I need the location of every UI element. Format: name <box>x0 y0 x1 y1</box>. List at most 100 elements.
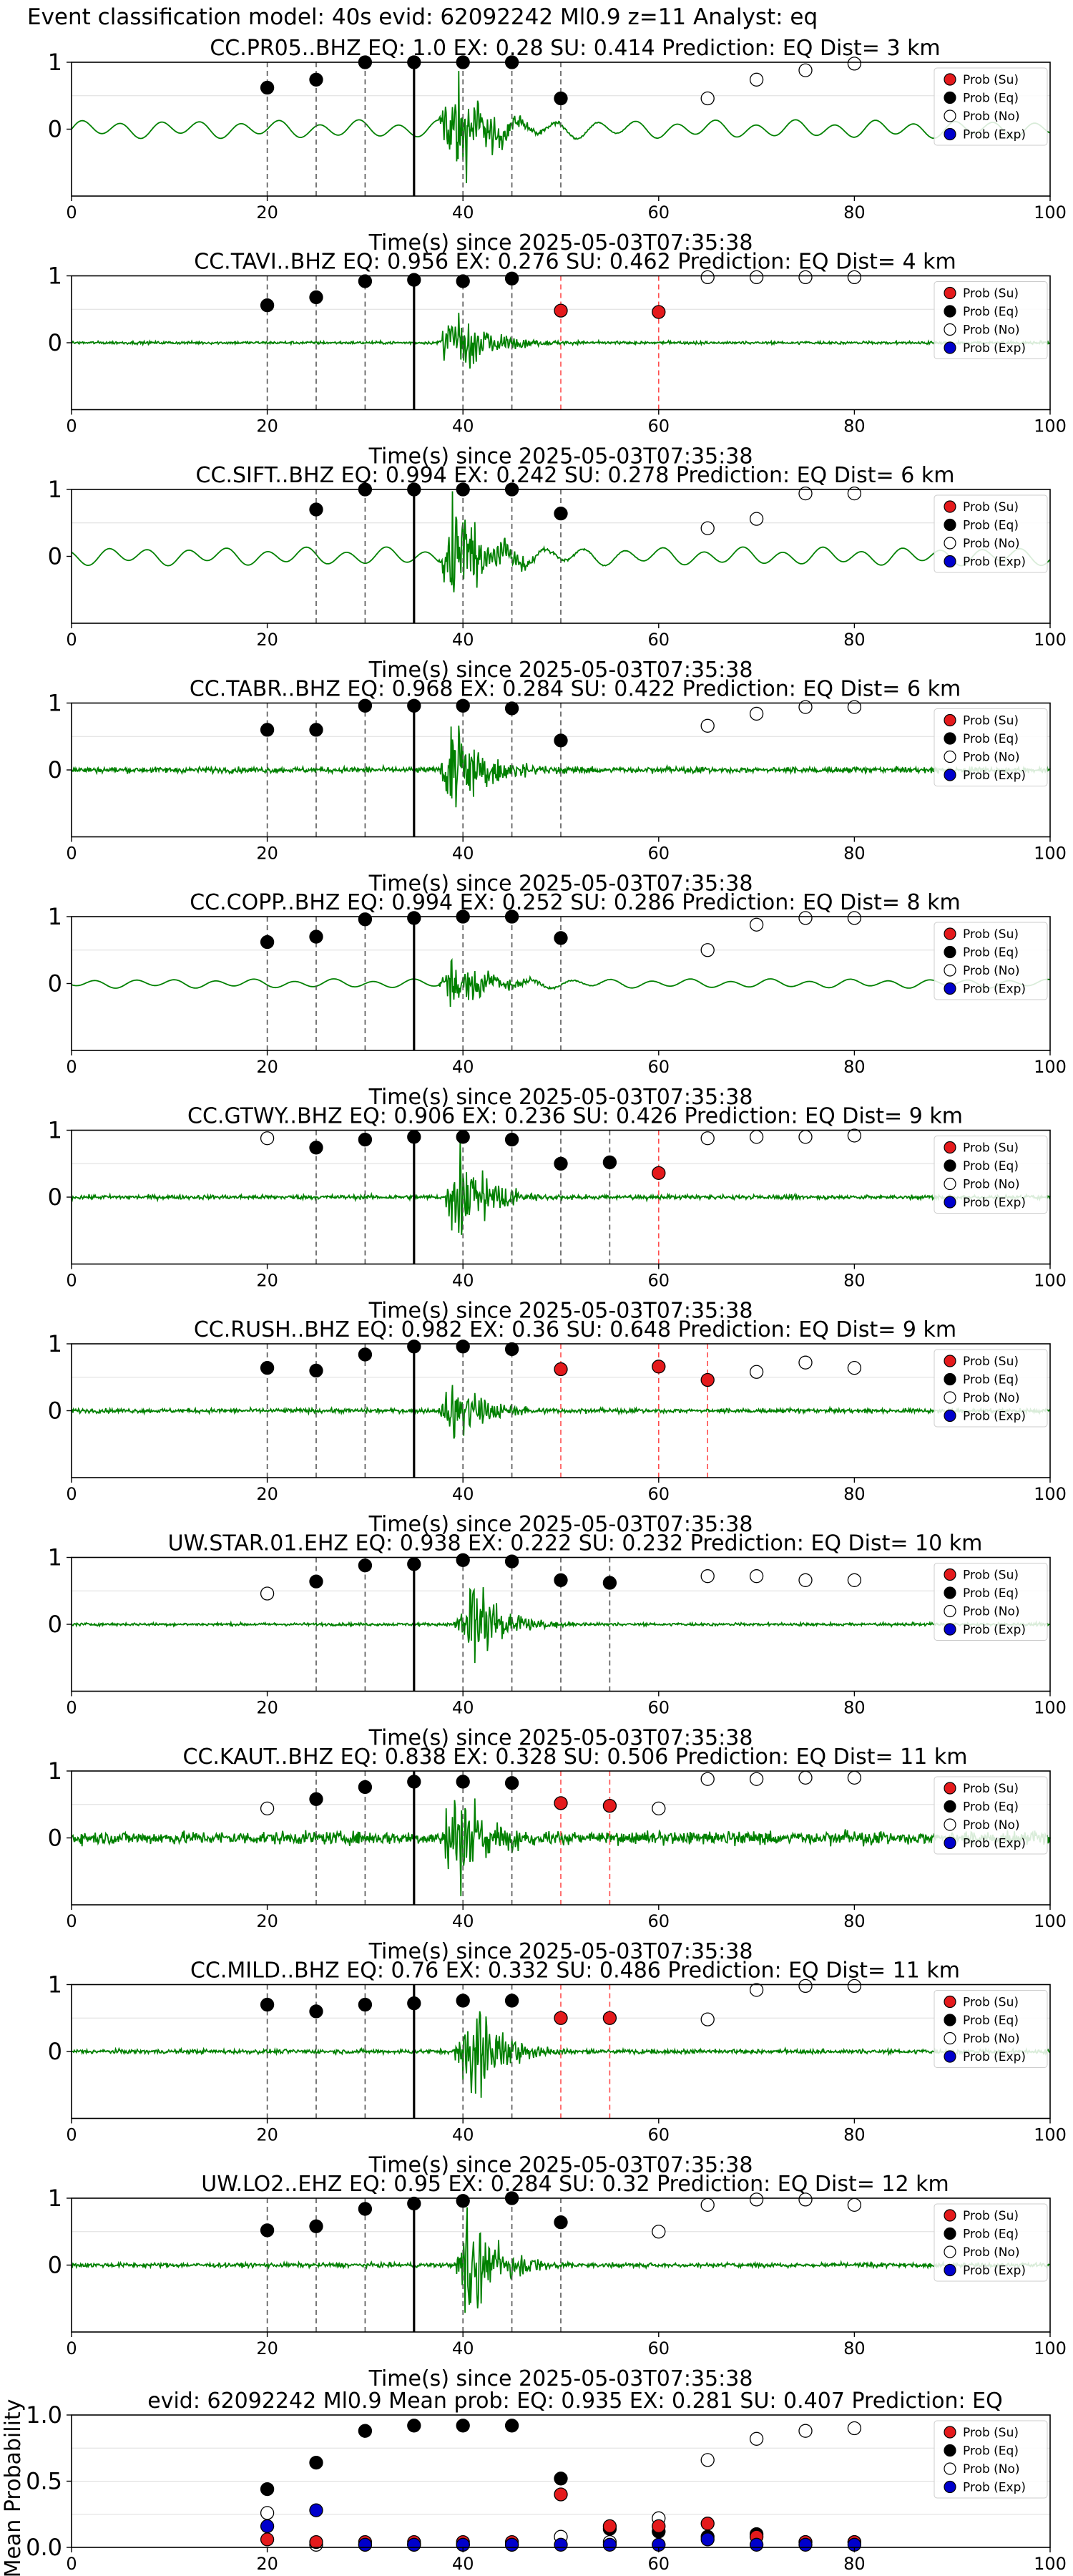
legend-box <box>934 67 1048 146</box>
legend-label-no: Prob (No) <box>963 2462 1020 2477</box>
prob-point-eq <box>309 930 323 944</box>
prob-point-eq <box>456 274 470 288</box>
prob-point-eq <box>407 1340 421 1354</box>
waveform-trace <box>71 1139 1051 1235</box>
waveform-trace <box>71 1587 1051 1664</box>
legend-label-exp: Prob (Exp) <box>963 2481 1026 2495</box>
legend-label-su: Prob (Su) <box>963 1355 1019 1369</box>
x-tick-label: 20 <box>256 203 278 223</box>
prob-point-su <box>554 1362 568 1377</box>
station-panel-5: CC.COPP..BHZ EQ: 0.994 EX: 0.252 SU: 0.2… <box>48 890 1067 1110</box>
legend-label-exp: Prob (Exp) <box>963 1623 1026 1637</box>
legend-label-eq: Prob (Eq) <box>963 519 1019 533</box>
prob-point-no <box>798 1573 813 1587</box>
x-tick-label: 100 <box>1034 1698 1067 1718</box>
prob-point-eq <box>260 2482 275 2497</box>
legend-label-exp: Prob (Exp) <box>963 769 1026 783</box>
prob-point-eq <box>358 698 373 713</box>
prob-point-no <box>847 1573 862 1587</box>
legend-label-exp: Prob (Exp) <box>963 128 1026 142</box>
y-tick-label: 0 <box>48 1825 62 1852</box>
prob-point-no <box>798 1770 813 1785</box>
prob-point-eq <box>407 698 421 713</box>
y-tick-label: 1 <box>48 903 62 930</box>
x-tick-label: 20 <box>256 2554 278 2574</box>
station-panel-7: CC.RUSH..BHZ EQ: 0.982 EX: 0.36 SU: 0.64… <box>48 1317 1067 1537</box>
prob-point-exp <box>358 2537 373 2552</box>
prob-point-no <box>749 270 764 285</box>
y-tick-label: 1 <box>48 1757 62 1785</box>
x-tick-label: 20 <box>256 1271 278 1291</box>
legend-label-su: Prob (Su) <box>963 1141 1019 1156</box>
x-axis-label: Time(s) since 2025-05-03T07:35:38 <box>368 872 753 897</box>
prob-point-no <box>798 700 813 714</box>
prob-point-exp <box>407 2537 421 2552</box>
prob-point-eq <box>407 2196 421 2211</box>
prob-point-no <box>847 911 862 925</box>
x-tick-label: 80 <box>843 1484 866 1504</box>
y-tick-label: 1 <box>48 49 62 76</box>
x-axis-label: Time(s) since 2025-05-03T07:35:38 <box>368 1085 753 1110</box>
legend-marker-no <box>944 1391 956 1404</box>
prob-point-no <box>260 1586 275 1601</box>
prob-point-eq <box>456 1340 470 1354</box>
panel-title: CC.TABR..BHZ EQ: 0.968 EX: 0.284 SU: 0.4… <box>190 677 961 702</box>
prob-point-eq <box>554 91 568 106</box>
waveform-trace <box>71 1385 1051 1439</box>
x-tick-label: 20 <box>256 844 278 864</box>
prob-point-no <box>798 1355 813 1370</box>
legend-marker-su <box>944 713 956 727</box>
legend-box <box>934 1349 1048 1428</box>
legend-marker-su <box>944 927 956 940</box>
prob-point-no <box>749 917 764 932</box>
waveform-trace <box>71 2011 1051 2098</box>
station-panel-9: CC.KAUT..BHZ EQ: 0.838 EX: 0.328 SU: 0.5… <box>48 1745 1067 1964</box>
prob-point-exp <box>700 2532 715 2547</box>
prob-point-no <box>847 1361 862 1375</box>
prob-point-eq <box>260 298 275 313</box>
x-axis-label: Time(s) since 2025-05-03T07:35:38 <box>368 230 753 255</box>
prob-point-eq <box>456 1553 470 1567</box>
legend-label-exp: Prob (Exp) <box>963 982 1026 997</box>
station-panel-2: CC.TAVI..BHZ EQ: 0.956 EX: 0.276 SU: 0.4… <box>48 250 1067 469</box>
x-axis-label: Time(s) since 2025-05-03T07:35:38 <box>368 1299 753 1324</box>
y-tick-label: 0 <box>48 1184 62 1211</box>
legend-label-exp: Prob (Exp) <box>963 2264 1026 2278</box>
prob-point-eq <box>407 1557 421 1571</box>
x-axis-label: Time(s) since 2025-05-03T07:35:38 <box>368 658 753 683</box>
prob-point-su <box>700 2517 715 2531</box>
legend-marker-eq <box>944 2227 956 2240</box>
prob-point-eq <box>504 1994 519 2008</box>
x-tick-label: 40 <box>452 1911 474 1931</box>
x-tick-label: 0 <box>66 2338 77 2358</box>
prob-point-eq <box>504 2419 519 2433</box>
prob-point-eq <box>358 1997 373 2012</box>
prob-point-no <box>847 57 862 71</box>
prob-point-eq <box>358 1558 373 1573</box>
prob-point-no <box>700 1569 715 1584</box>
legend-label-no: Prob (No) <box>963 323 1020 338</box>
prob-point-no <box>652 1801 666 1816</box>
legend-marker-su <box>944 2209 956 2222</box>
prob-point-su <box>652 305 666 319</box>
legend-marker-su <box>944 286 956 300</box>
x-axis-label: Time(s) since 2025-05-03T07:35:38 <box>368 2153 753 2178</box>
prob-point-no <box>700 1131 715 1146</box>
prob-point-no <box>260 2506 275 2520</box>
prob-point-no <box>260 1131 275 1146</box>
legend-marker-exp <box>944 127 956 141</box>
prob-point-no <box>700 718 715 733</box>
legend-label-no: Prob (No) <box>963 1178 1020 1192</box>
x-tick-label: 0 <box>66 1271 77 1291</box>
prob-point-eq <box>260 80 275 95</box>
prob-point-no <box>749 1772 764 1786</box>
prob-point-no <box>700 2197 715 2212</box>
legend-label-exp: Prob (Exp) <box>963 1410 1026 1424</box>
prob-point-exp <box>260 2519 275 2534</box>
panel-title: CC.PR05..BHZ EQ: 1.0 EX: 0.28 SU: 0.414 … <box>210 36 940 61</box>
prob-point-eq <box>456 1994 470 2008</box>
prob-point-su <box>554 303 568 318</box>
waveform-trace <box>71 957 1051 1008</box>
x-tick-label: 80 <box>843 844 866 864</box>
legend-label-su: Prob (Su) <box>963 1568 1019 1583</box>
